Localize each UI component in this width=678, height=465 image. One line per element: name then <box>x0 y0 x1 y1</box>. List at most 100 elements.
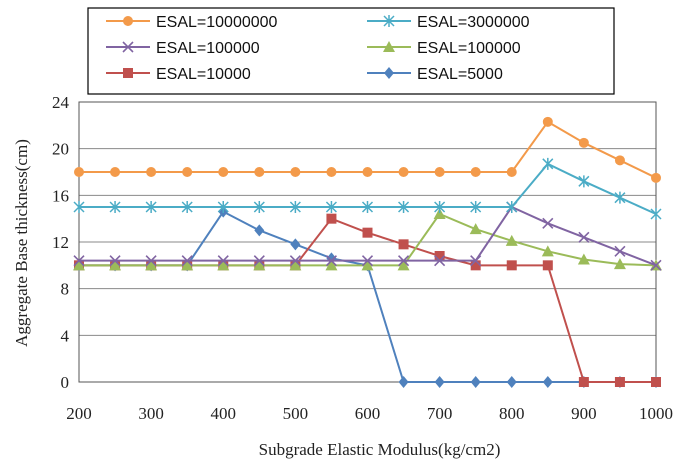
data-point <box>614 191 626 204</box>
data-point <box>542 217 554 229</box>
data-point <box>434 376 445 388</box>
legend-item: ESAL=100000 <box>367 40 521 57</box>
data-point <box>398 239 409 250</box>
data-point <box>361 201 374 213</box>
y-tick-label: 0 <box>61 373 70 392</box>
data-point <box>145 259 158 271</box>
legend-label: ESAL=5000 <box>417 66 503 83</box>
data-point <box>73 255 85 267</box>
series-1 <box>74 116 661 183</box>
data-point <box>578 377 589 387</box>
data-point <box>217 255 229 267</box>
y-axis-title: Aggregate Base thickness(cm) <box>12 139 31 347</box>
data-point <box>542 157 554 170</box>
data-point <box>146 167 157 177</box>
data-point <box>290 238 301 251</box>
data-point <box>145 201 157 213</box>
legend-label: ESAL=10000 <box>156 66 251 83</box>
data-point <box>73 259 85 271</box>
legend-item: ESAL=10000000 <box>106 14 278 31</box>
data-point <box>289 255 301 267</box>
x-tick-label: 500 <box>283 404 309 423</box>
data-point <box>470 167 481 177</box>
data-point <box>182 167 193 177</box>
legend-item: ESAL=3000000 <box>367 14 530 31</box>
data-point <box>651 377 661 387</box>
series-layer <box>73 116 662 388</box>
data-point <box>217 201 229 213</box>
y-tick-label: 20 <box>52 140 69 159</box>
data-point <box>326 213 337 224</box>
data-point <box>470 376 481 388</box>
data-point <box>434 201 446 213</box>
data-point <box>506 376 517 388</box>
legend-marker <box>122 41 134 53</box>
data-point <box>181 255 193 267</box>
legend: ESAL=10000000 ESAL=3000000 ESAL=100000 ESAL… <box>87 7 615 95</box>
data-point <box>110 167 121 177</box>
data-point <box>505 234 518 246</box>
data-point <box>434 167 445 177</box>
data-point <box>181 259 194 271</box>
data-point <box>433 208 446 219</box>
legend-marker <box>383 15 395 27</box>
legend-label: ESAL=100000 <box>417 40 521 57</box>
data-point <box>506 260 517 271</box>
y-tick-label: 12 <box>52 233 69 252</box>
legend-item: ESAL=5000 <box>367 66 503 83</box>
legend-marker <box>383 41 395 52</box>
data-point <box>325 201 337 213</box>
x-tick-label: 600 <box>355 404 381 423</box>
legend-label: ESAL=100000 <box>156 40 260 57</box>
data-point <box>73 201 85 213</box>
legend-marker <box>123 68 133 78</box>
data-point <box>542 376 553 388</box>
data-point <box>361 255 374 267</box>
legend-label: ESAL=3000000 <box>417 14 530 31</box>
data-point <box>109 201 121 213</box>
data-point <box>362 227 373 238</box>
data-point <box>542 116 553 127</box>
data-point <box>434 251 445 261</box>
legend-marker <box>123 16 133 26</box>
data-point <box>651 172 661 183</box>
data-point <box>289 259 302 271</box>
legend-item: ESAL=100000 <box>106 40 260 57</box>
legend-label: ESAL=10000000 <box>156 14 278 31</box>
data-point <box>398 376 409 388</box>
data-point <box>253 255 265 267</box>
legend-box <box>87 7 615 95</box>
data-point <box>650 259 662 271</box>
data-point <box>506 201 518 213</box>
x-tick-label: 900 <box>571 404 597 423</box>
data-point <box>541 245 554 257</box>
data-point <box>613 258 626 270</box>
data-point <box>542 260 553 271</box>
x-tick-label: 300 <box>138 404 164 423</box>
data-point <box>254 224 265 237</box>
data-point <box>578 137 589 148</box>
data-point <box>506 167 517 177</box>
legend-marker <box>384 67 394 79</box>
data-point <box>470 201 482 213</box>
data-point <box>289 201 301 213</box>
data-point <box>253 259 266 271</box>
data-point <box>434 255 446 267</box>
data-point <box>181 201 193 213</box>
data-point <box>397 255 410 267</box>
data-point <box>578 231 590 243</box>
data-point <box>577 253 590 265</box>
x-tick-label: 400 <box>211 404 237 423</box>
x-tick-label: 200 <box>66 404 92 423</box>
data-point <box>109 259 122 271</box>
data-point <box>326 167 337 177</box>
data-point <box>325 255 338 267</box>
y-tick-label: 24 <box>52 93 70 112</box>
y-tick-label: 16 <box>52 186 69 205</box>
data-point <box>470 260 481 271</box>
x-tick-label: 700 <box>427 404 453 423</box>
data-point <box>578 175 590 188</box>
legend-item: ESAL=10000 <box>106 66 251 83</box>
y-tick-label: 4 <box>61 326 70 345</box>
